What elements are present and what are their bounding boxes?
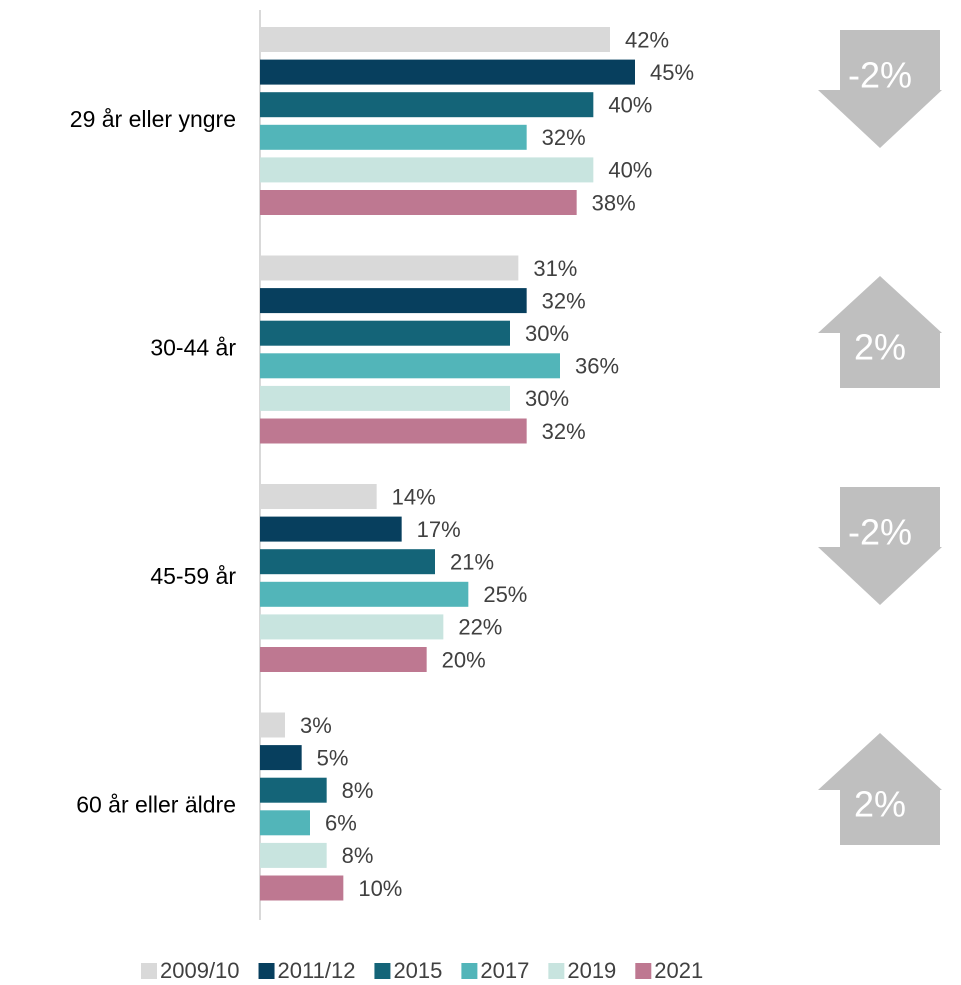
value-label: 30% <box>525 386 569 411</box>
bar <box>260 745 302 771</box>
category-label: 60 år eller äldre <box>76 792 236 818</box>
bar <box>260 549 435 575</box>
value-label: 32% <box>542 419 586 444</box>
bar <box>260 385 510 411</box>
value-label: 32% <box>542 125 586 150</box>
bar <box>260 59 635 85</box>
value-label: 38% <box>592 190 636 215</box>
value-label: 5% <box>317 745 349 770</box>
bar <box>260 516 402 542</box>
bar <box>260 484 377 509</box>
value-label: 40% <box>608 158 652 183</box>
legend-label: 2015 <box>393 958 442 983</box>
value-label: 8% <box>342 778 374 803</box>
bar <box>260 614 444 640</box>
value-label: 42% <box>625 27 669 52</box>
legend-label: 2021 <box>654 958 703 983</box>
bar <box>260 124 527 150</box>
bar <box>260 647 427 672</box>
legend-label: 2019 <box>567 958 616 983</box>
bar <box>260 712 285 738</box>
value-label: 22% <box>458 615 502 640</box>
trend-label: -2% <box>848 55 912 96</box>
value-label: 36% <box>575 354 619 379</box>
bar <box>260 842 327 868</box>
bar <box>260 288 527 314</box>
bar <box>260 353 560 379</box>
value-label: 6% <box>325 811 357 836</box>
value-label: 21% <box>450 550 494 575</box>
bar <box>260 581 469 607</box>
trend-label: 2% <box>854 327 906 368</box>
category-label: 29 år eller yngre <box>70 106 236 132</box>
bar <box>260 190 577 215</box>
value-label: 3% <box>300 713 332 738</box>
value-label: 45% <box>650 60 694 85</box>
value-label: 25% <box>483 582 527 607</box>
category-label: 45-59 år <box>150 563 236 589</box>
bar <box>260 418 527 444</box>
category-label: 30-44 år <box>150 335 236 361</box>
legend-swatch <box>461 963 478 979</box>
bar <box>260 810 310 836</box>
legend-label: 2009/10 <box>160 958 240 983</box>
trend-arrow <box>818 276 942 388</box>
trend-label: 2% <box>854 784 906 825</box>
bar <box>260 157 594 183</box>
value-label: 31% <box>533 256 577 281</box>
legend-swatch <box>141 963 157 979</box>
value-label: 17% <box>417 517 461 542</box>
legend-swatch <box>374 963 391 979</box>
value-label: 40% <box>608 93 652 118</box>
bar <box>260 92 594 118</box>
bar <box>260 320 510 346</box>
value-label: 10% <box>358 876 402 901</box>
legend-swatch <box>635 963 652 979</box>
value-label: 14% <box>392 484 436 509</box>
legend-label: 2017 <box>480 958 529 983</box>
trend-arrow <box>818 733 942 845</box>
trend-arrow <box>818 487 942 605</box>
trend-arrow <box>818 30 942 148</box>
bar <box>260 255 519 281</box>
value-label: 20% <box>442 647 486 672</box>
value-label: 8% <box>342 843 374 868</box>
value-label: 32% <box>542 288 586 313</box>
bar <box>260 875 344 901</box>
legend-label: 2011/12 <box>278 958 356 983</box>
trend-label: -2% <box>848 512 912 553</box>
legend-swatch <box>258 963 275 979</box>
legend-swatch <box>548 963 565 979</box>
value-label: 30% <box>525 321 569 346</box>
bar <box>260 777 327 803</box>
bar <box>260 27 610 52</box>
